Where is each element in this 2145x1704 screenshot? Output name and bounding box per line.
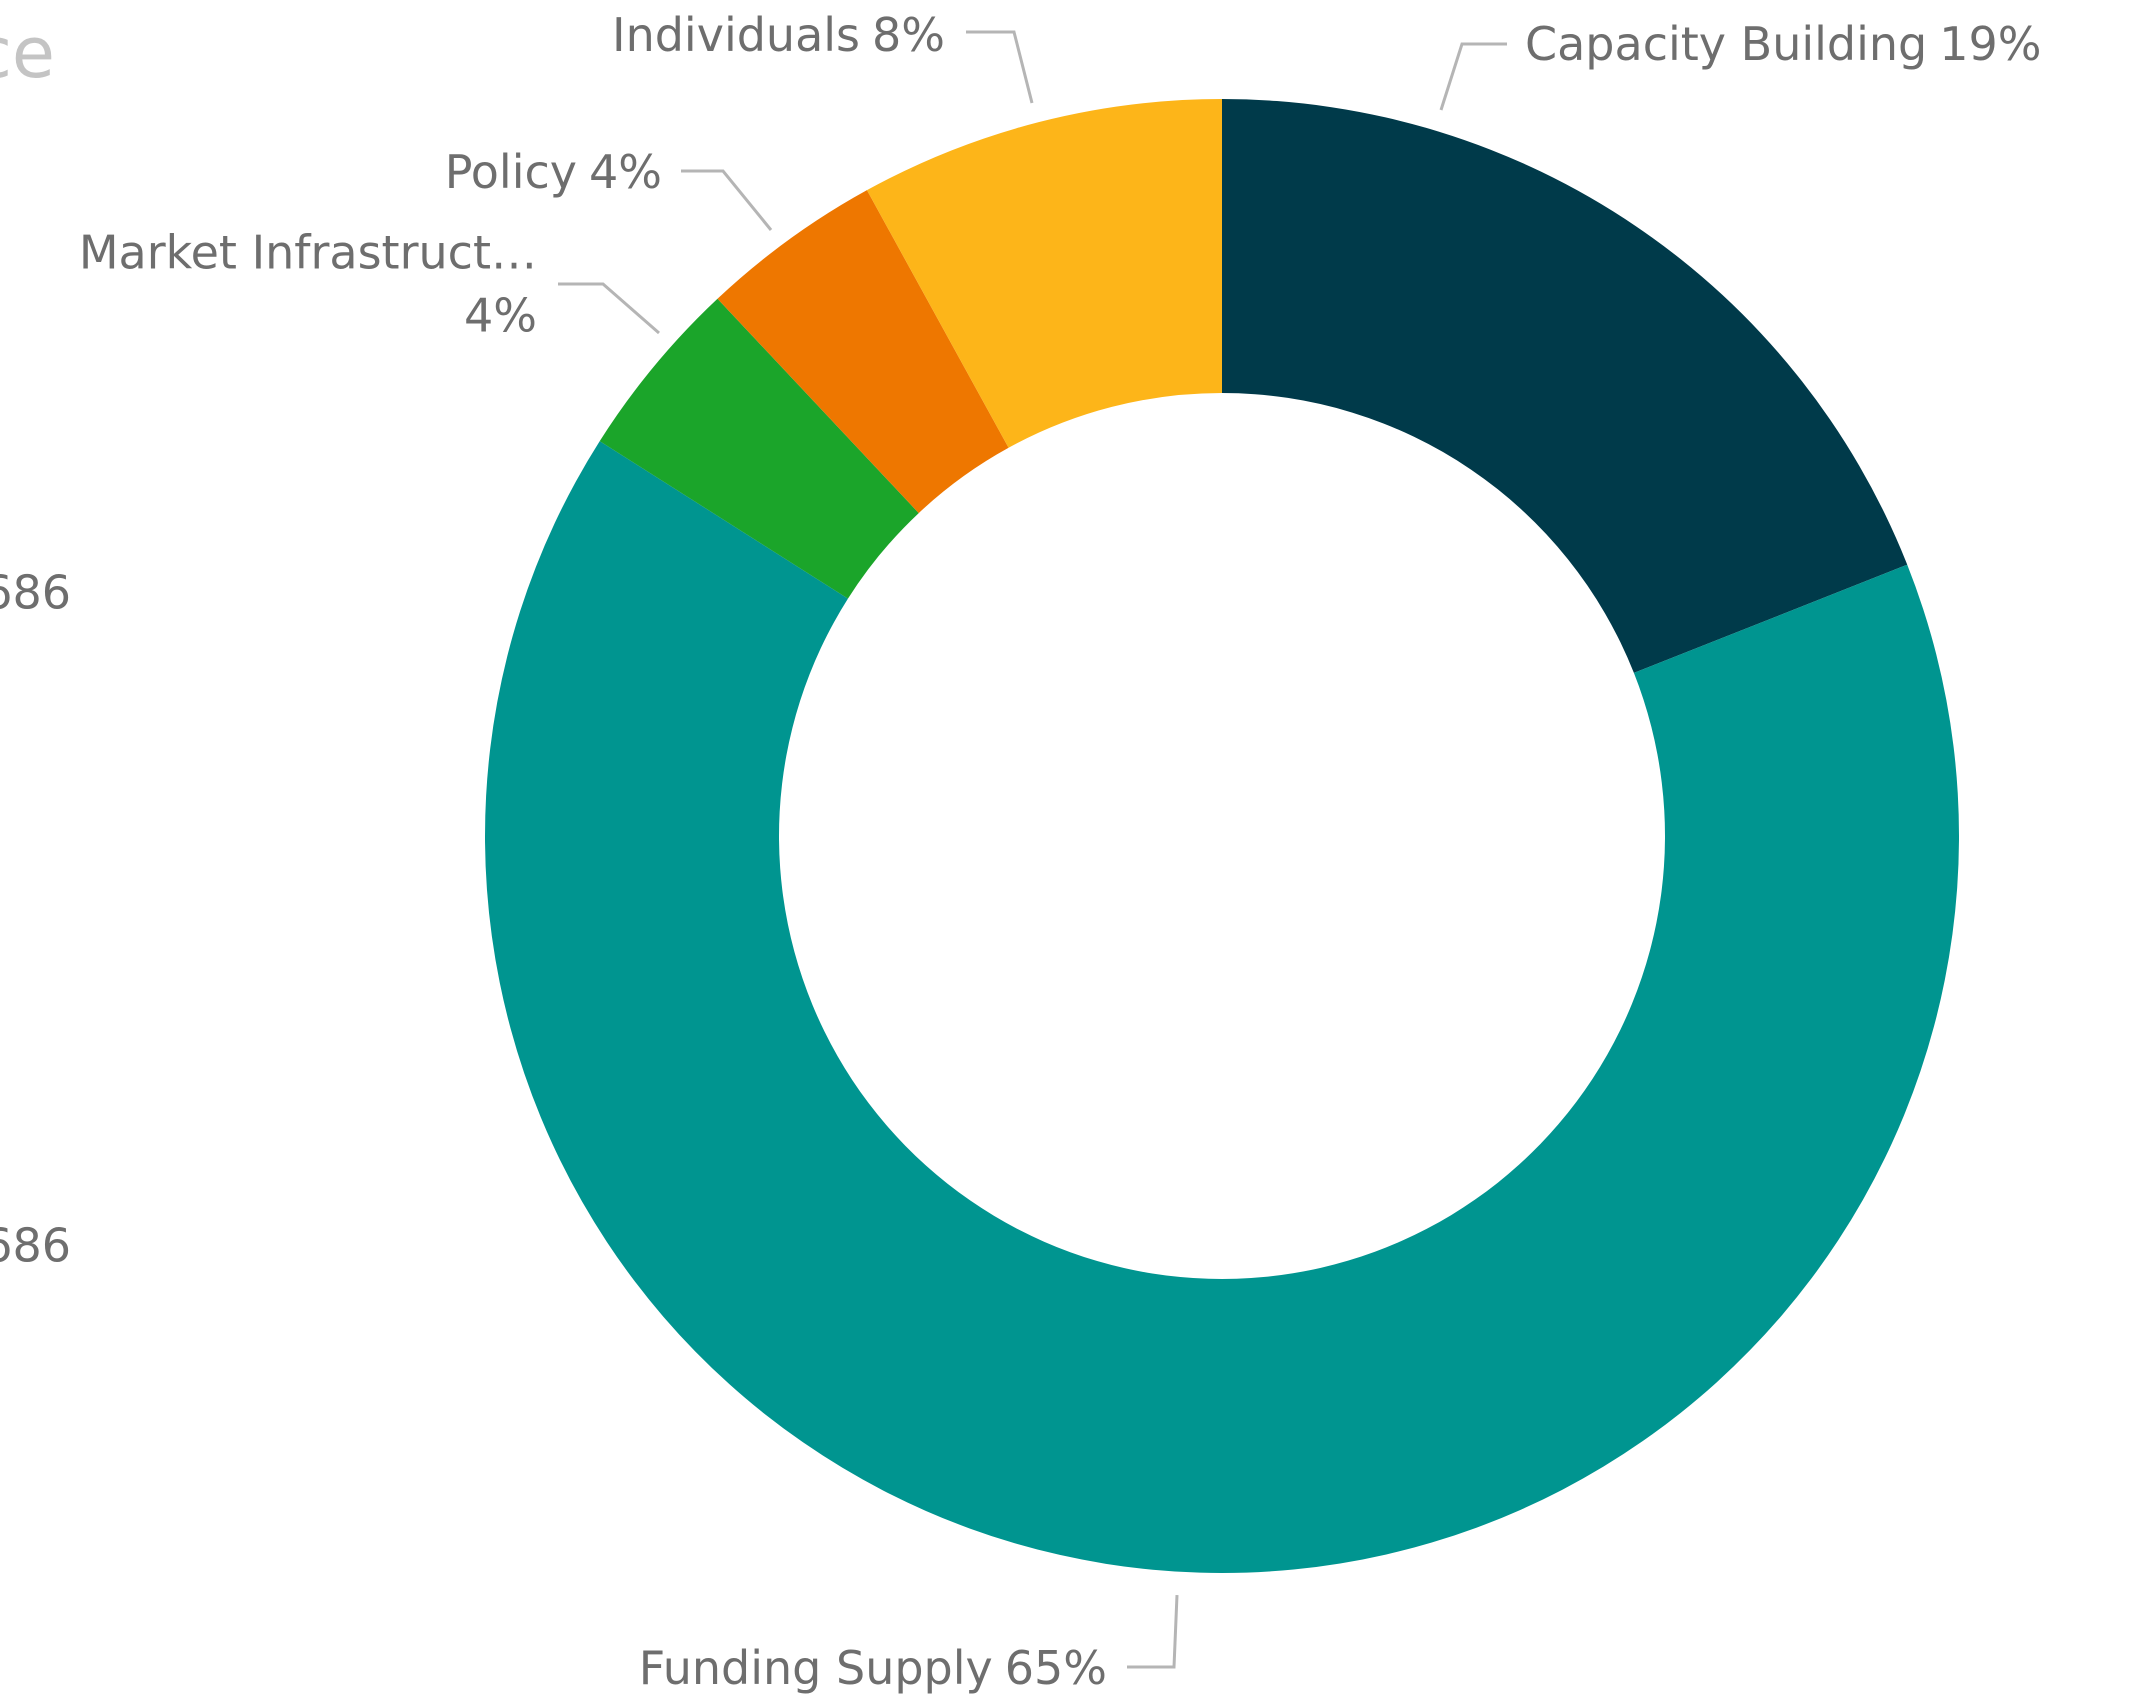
clipped-text: ce [0,12,55,94]
value-label: 19% [1939,17,2041,71]
leader-line [681,169,773,231]
value-label: 4% [589,145,662,199]
leader-line [966,30,1034,104]
donut-segment [599,298,919,599]
value-label: 65% [1005,1641,1107,1695]
segment-label: Individuals 8% [612,8,945,62]
category-name: Capacity Building [1525,17,1927,71]
segment-label: Funding Supply 65% [639,1641,1107,1695]
segment-label: Policy 4% [445,145,662,199]
value-label: 4% [464,289,537,343]
leader-line [558,282,660,335]
donut-segment [717,190,1009,514]
leader-lines [558,30,1507,1669]
clipped-text: 686 [0,566,71,620]
segment-label: Market Infrastruct… [79,226,537,280]
clipped-text: 686 [0,1219,71,1273]
donut-segment [866,99,1222,448]
donut-segment [485,441,1959,1573]
category-name: Policy [445,145,577,199]
category-name: Funding Supply [639,1641,993,1695]
category-name: Individuals [612,8,860,62]
segment-label: Capacity Building 19% [1525,17,2042,71]
value-label: 8% [872,8,945,62]
donut-segment [1222,99,1908,673]
leader-line [1127,1594,1179,1669]
leader-line [1439,42,1507,111]
